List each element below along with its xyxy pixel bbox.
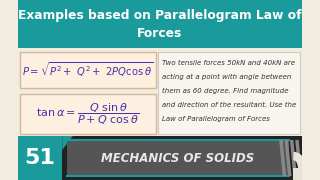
Text: them as 60 degree. Find magnitude: them as 60 degree. Find magnitude (162, 88, 288, 94)
Text: 51: 51 (25, 148, 55, 168)
FancyBboxPatch shape (20, 52, 156, 88)
Text: and direction of the resultant. Use the: and direction of the resultant. Use the (162, 102, 296, 108)
Polygon shape (293, 168, 302, 180)
FancyBboxPatch shape (158, 52, 300, 134)
Polygon shape (62, 136, 73, 150)
Text: MECHANICS OF SOLIDS: MECHANICS OF SOLIDS (101, 152, 254, 165)
Text: acting at a point with angle between: acting at a point with angle between (162, 74, 291, 80)
Text: Forces: Forces (137, 26, 183, 39)
Text: Examples based on Parallelogram Law of: Examples based on Parallelogram Law of (18, 8, 302, 21)
FancyBboxPatch shape (18, 48, 302, 136)
FancyBboxPatch shape (20, 94, 156, 134)
Text: $P= \sqrt{P^2 +\ Q^2 +\ 2PQ\cos\theta}$: $P= \sqrt{P^2 +\ Q^2 +\ 2PQ\cos\theta}$ (22, 61, 154, 79)
Text: Law of Parallelogram of Forces: Law of Parallelogram of Forces (162, 116, 270, 122)
FancyBboxPatch shape (18, 136, 302, 180)
FancyBboxPatch shape (67, 140, 289, 176)
Polygon shape (18, 136, 62, 180)
Text: Two tensile forces 50kN and 40kN are: Two tensile forces 50kN and 40kN are (162, 60, 295, 66)
Polygon shape (18, 0, 302, 48)
Text: $\tan\alpha = \dfrac{Q\ \sin\theta}{P + Q\ \cos\theta}$: $\tan\alpha = \dfrac{Q\ \sin\theta}{P + … (36, 101, 140, 127)
